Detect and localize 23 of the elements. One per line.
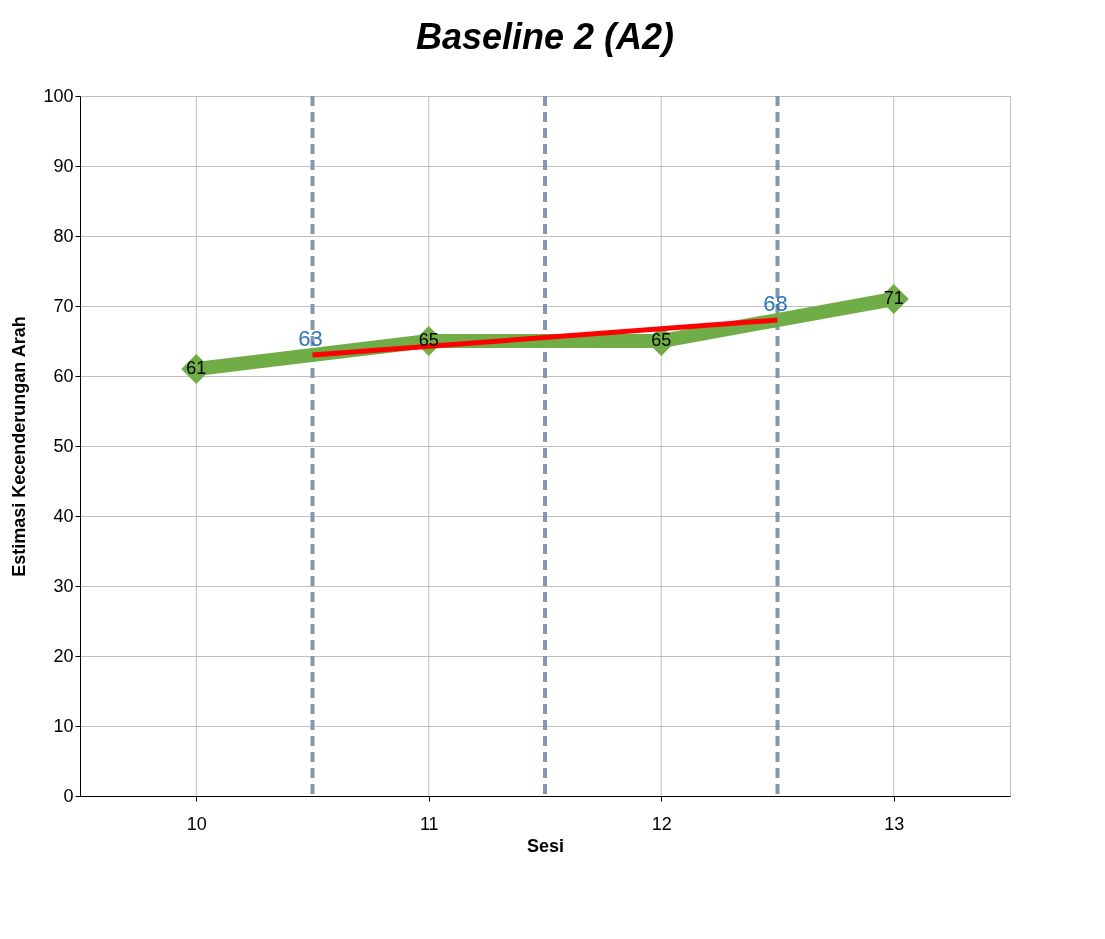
x-tick-label: 10: [186, 813, 207, 834]
y-tick-label: 70: [53, 295, 74, 316]
y-tick-label: 100: [43, 85, 74, 106]
y-axis-title: Estimasi Kecenderungan Arah: [9, 316, 30, 577]
data-label: 68: [763, 291, 788, 316]
y-tick-label: 60: [53, 365, 74, 386]
x-tick-label: 11: [419, 813, 439, 834]
chart-title: Baseline 2 (A2): [415, 16, 675, 57]
y-tick-label: 50: [53, 435, 74, 456]
data-label: 61: [186, 358, 207, 378]
y-tick-label: 40: [53, 505, 74, 526]
y-tick-label: 10: [53, 715, 74, 736]
data-label: 65: [651, 330, 672, 350]
x-axis-title: Sesi: [526, 835, 565, 856]
data-label: 63: [298, 326, 323, 351]
y-tick-label: 30: [53, 575, 74, 596]
y-tick-label: 80: [53, 225, 74, 246]
y-tick-label: 0: [63, 785, 74, 806]
data-label: 71: [883, 288, 904, 308]
x-tick-label: 13: [884, 813, 905, 834]
y-tick-label: 90: [53, 155, 74, 176]
x-tick-label: 12: [651, 813, 672, 834]
y-tick-label: 20: [53, 645, 74, 666]
